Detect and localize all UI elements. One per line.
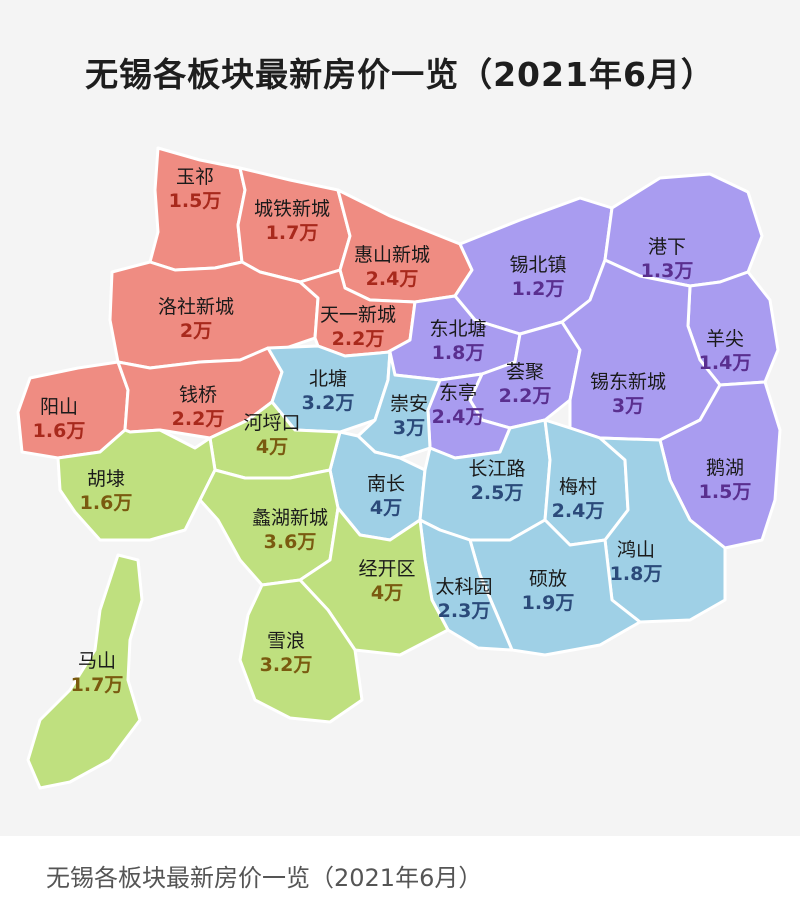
region-mashan[interactable] bbox=[26, 553, 144, 790]
district-name: 鸿山 bbox=[616, 539, 655, 561]
district-name: 梅村 bbox=[558, 476, 597, 498]
district-price: 1.4万 bbox=[698, 351, 752, 374]
district-name: 蠡湖新城 bbox=[251, 507, 328, 529]
district-price: 1.8万 bbox=[609, 562, 663, 585]
district-price: 3万 bbox=[392, 416, 426, 439]
district-name: 经开区 bbox=[358, 558, 416, 580]
district-label: 钱桥 2.2万 bbox=[138, 384, 258, 432]
district-name: 荟聚 bbox=[505, 361, 544, 383]
district-label: 惠山新城 2.4万 bbox=[332, 244, 452, 292]
district-name: 胡埭 bbox=[86, 468, 125, 490]
district-label: 经开区 4万 bbox=[327, 558, 447, 606]
region-xuelang[interactable] bbox=[238, 578, 364, 724]
district-price: 2.4万 bbox=[551, 499, 605, 522]
district-price: 4万 bbox=[255, 435, 289, 458]
district-price: 3.6万 bbox=[263, 530, 317, 553]
district-name: 羊尖 bbox=[705, 328, 744, 350]
district-label: 雪浪 3.2万 bbox=[226, 630, 346, 678]
district-label: 北塘 3.2万 bbox=[268, 368, 388, 416]
district-label: 羊尖 1.4万 bbox=[665, 328, 785, 376]
district-label: 天一新城 2.2万 bbox=[298, 304, 418, 352]
district-label: 胡埭 1.6万 bbox=[46, 468, 166, 516]
district-price: 3.2万 bbox=[259, 653, 313, 676]
district-price: 2.3万 bbox=[437, 599, 491, 622]
district-name: 马山 bbox=[77, 650, 116, 672]
district-name: 硕放 bbox=[528, 568, 567, 590]
district-name: 东北塘 bbox=[429, 318, 487, 340]
district-name: 港下 bbox=[647, 236, 686, 258]
district-name: 天一新城 bbox=[319, 304, 396, 326]
district-price: 1.9万 bbox=[521, 591, 575, 614]
district-label: 梅村 2.4万 bbox=[518, 476, 638, 524]
district-name: 城铁新城 bbox=[253, 198, 330, 220]
district-name: 鹅湖 bbox=[705, 457, 744, 479]
district-price: 2.2万 bbox=[171, 407, 225, 430]
district-label: 港下 1.3万 bbox=[607, 236, 727, 284]
district-price: 4万 bbox=[370, 581, 404, 604]
district-price: 1.5万 bbox=[168, 189, 222, 212]
district-price: 3.2万 bbox=[301, 391, 355, 414]
district-name: 雪浪 bbox=[266, 630, 305, 652]
district-name: 惠山新城 bbox=[353, 244, 430, 266]
district-price: 1.6万 bbox=[32, 419, 86, 442]
district-label: 太科园 2.3万 bbox=[404, 576, 524, 624]
district-label: 东北塘 1.8万 bbox=[398, 318, 518, 366]
district-name: 长江路 bbox=[468, 458, 526, 480]
page-title: 无锡各板块最新房价一览（2021年6月） bbox=[85, 55, 715, 94]
district-price: 1.6万 bbox=[79, 491, 133, 514]
district-label: 马山 1.7万 bbox=[37, 650, 157, 698]
district-price: 2.2万 bbox=[498, 384, 552, 407]
district-name: 太科园 bbox=[435, 576, 493, 598]
district-label: 鸿山 1.8万 bbox=[576, 539, 696, 587]
district-name: 锡北镇 bbox=[509, 254, 567, 276]
caption-bar bbox=[0, 836, 800, 902]
district-label: 硕放 1.9万 bbox=[488, 568, 608, 616]
district-price: 1.7万 bbox=[265, 221, 319, 244]
district-name: 东亭 bbox=[438, 382, 477, 404]
district-label: 鹅湖 1.5万 bbox=[665, 457, 785, 505]
district-label: 玉祁 1.5万 bbox=[135, 166, 255, 214]
district-label: 崇安 3万 bbox=[349, 393, 469, 441]
district-label: 洛社新城 2万 bbox=[136, 296, 256, 344]
district-name: 河埒口 bbox=[243, 412, 301, 434]
district-label: 南长 4万 bbox=[326, 473, 446, 521]
district-label: 长江路 2.5万 bbox=[437, 458, 557, 506]
district-label: 河埒口 4万 bbox=[212, 412, 332, 460]
district-price: 2.2万 bbox=[331, 327, 385, 350]
district-price: 2.4万 bbox=[431, 405, 485, 428]
district-label: 阳山 1.6万 bbox=[0, 396, 119, 444]
district-price: 1.7万 bbox=[70, 673, 124, 696]
district-price: 3万 bbox=[611, 394, 645, 417]
district-price: 2.5万 bbox=[470, 481, 524, 504]
district-name: 阳山 bbox=[39, 396, 78, 418]
district-label: 蠡湖新城 3.6万 bbox=[230, 507, 350, 555]
district-price: 4万 bbox=[369, 496, 403, 519]
district-price: 1.5万 bbox=[698, 480, 752, 503]
district-name: 洛社新城 bbox=[157, 296, 234, 318]
district-name: 锡东新城 bbox=[589, 371, 666, 393]
district-name: 玉祁 bbox=[175, 166, 214, 188]
district-name: 崇安 bbox=[389, 393, 428, 415]
district-name: 钱桥 bbox=[178, 384, 217, 406]
district-label: 城铁新城 1.7万 bbox=[232, 198, 352, 246]
district-price: 2万 bbox=[179, 319, 213, 342]
district-label: 东亭 2.4万 bbox=[398, 382, 518, 430]
district-price: 2.4万 bbox=[365, 267, 419, 290]
district-name: 南长 bbox=[366, 473, 405, 495]
district-price: 1.3万 bbox=[640, 259, 694, 282]
district-label: 锡北镇 1.2万 bbox=[478, 254, 598, 302]
district-price: 1.2万 bbox=[511, 277, 565, 300]
district-label: 锡东新城 3万 bbox=[568, 371, 688, 419]
region-hongshan[interactable] bbox=[598, 436, 727, 624]
district-label: 荟聚 2.2万 bbox=[465, 361, 585, 409]
district-price: 1.8万 bbox=[431, 341, 485, 364]
district-name: 北塘 bbox=[308, 368, 347, 390]
image-caption: 无锡各板块最新房价一览（2021年6月） bbox=[46, 864, 483, 892]
